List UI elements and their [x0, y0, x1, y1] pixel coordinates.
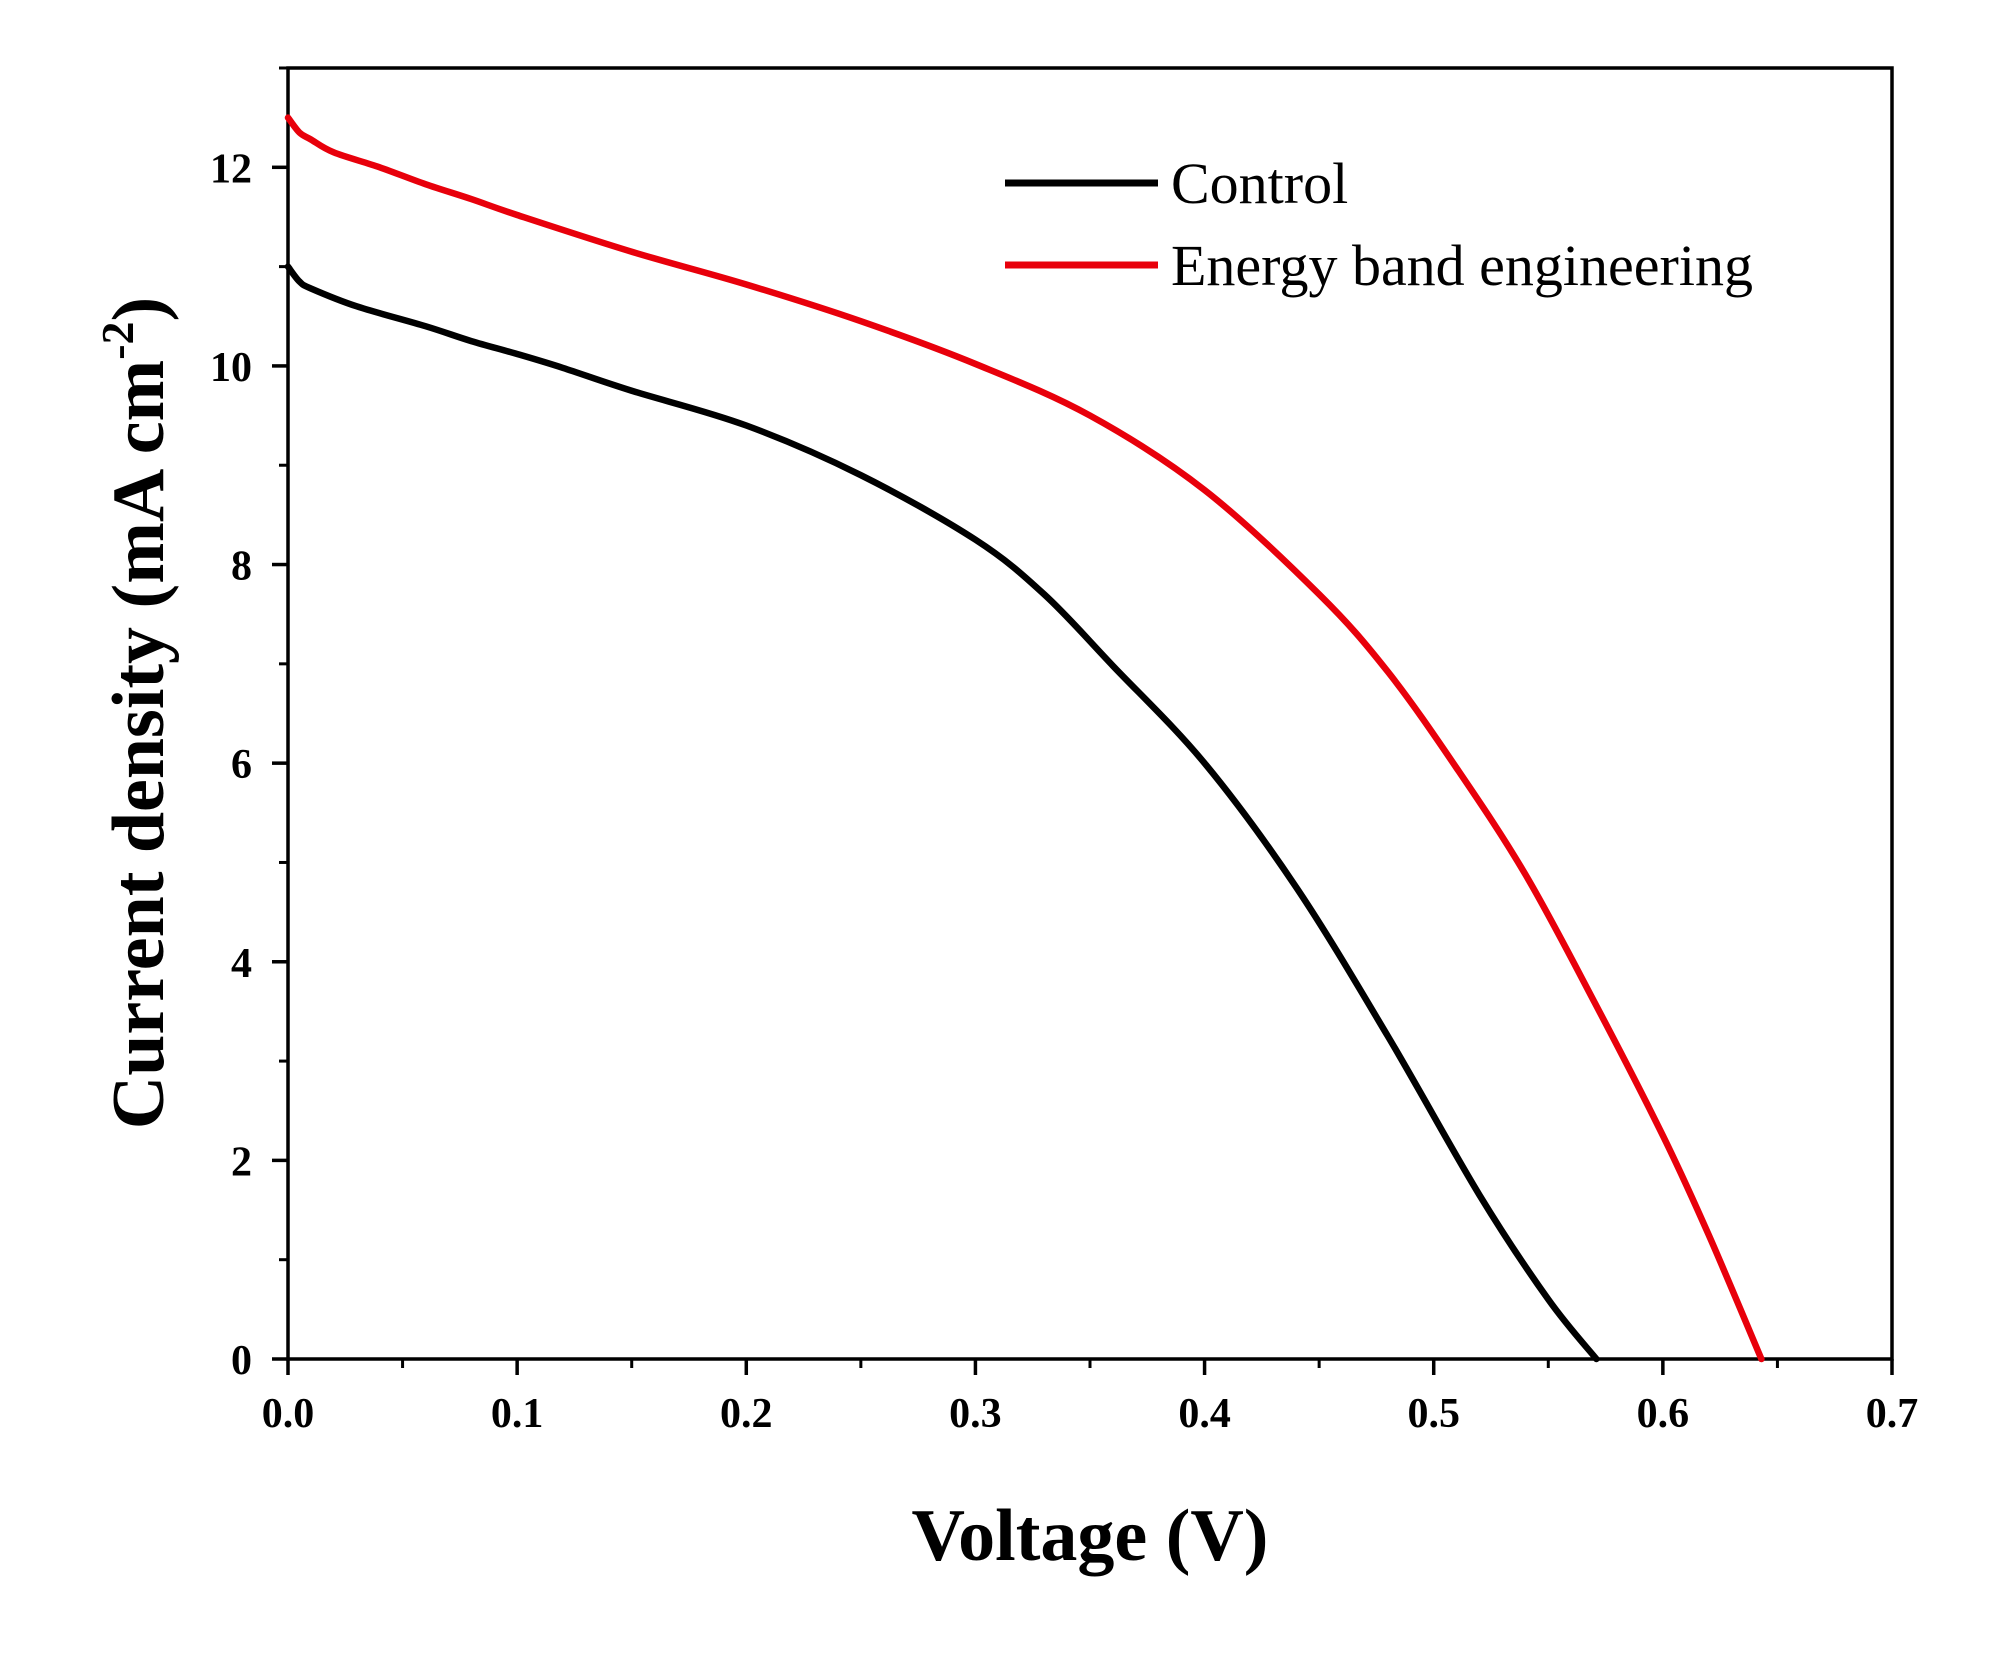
y-tick-label-6: 12 — [210, 146, 252, 192]
y-axis-title-main: Current density (mA cm — [98, 360, 180, 1129]
axis-ticks: 0.0 0.1 0.2 0.3 0.4 0.5 0.6 0.7 0 2 4 6 8 10 12 — [210, 66, 1919, 1437]
y-axis-title-suffix: ) — [98, 297, 180, 322]
series-line-0 — [284, 263, 1600, 1363]
legend: Control Energy band engineering — [1005, 151, 1753, 298]
x-tick-label-5: 0.5 — [1407, 1391, 1460, 1437]
x-tick-label-2: 0.2 — [720, 1391, 773, 1437]
y-tick-label-4: 8 — [231, 544, 252, 590]
series-line-1 — [284, 114, 1765, 1363]
x-tick-label-4: 0.4 — [1178, 1391, 1231, 1437]
x-tick-label-3: 0.3 — [949, 1391, 1002, 1437]
legend-label-control: Control — [1171, 151, 1348, 216]
x-tick-label-6: 0.6 — [1637, 1391, 1690, 1437]
x-tick-label-7: 0.7 — [1866, 1391, 1919, 1437]
x-axis-title: Voltage (V) — [912, 1495, 1269, 1577]
legend-label-energy-band: Energy band engineering — [1171, 233, 1753, 298]
y-tick-label-1: 2 — [231, 1139, 252, 1185]
y-tick-label-2: 4 — [231, 941, 252, 987]
x-tick-label-1: 0.1 — [491, 1391, 544, 1437]
y-tick-label-0: 0 — [231, 1338, 252, 1384]
series-lines — [284, 114, 1765, 1363]
y-tick-label-3: 6 — [231, 742, 252, 788]
y-tick-label-5: 10 — [210, 345, 252, 391]
x-tick-label-0: 0.0 — [262, 1391, 315, 1437]
y-axis-title: Current density (mA cm-2) — [92, 297, 180, 1129]
y-axis-title-superscript: -2 — [92, 321, 143, 359]
